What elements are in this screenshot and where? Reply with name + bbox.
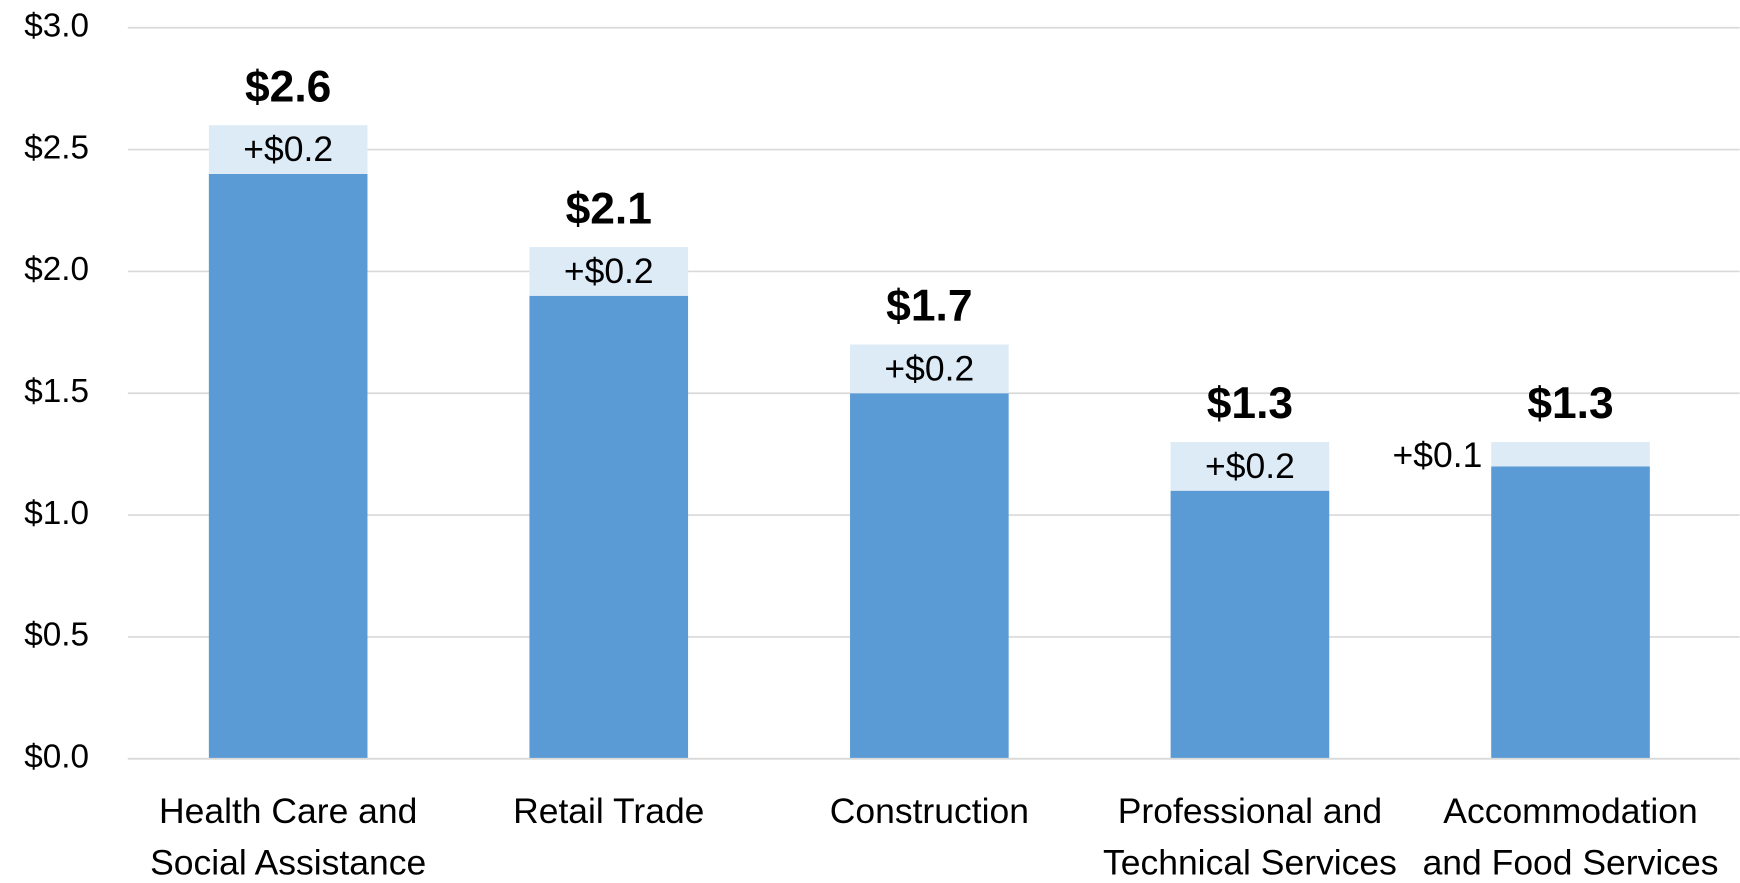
y-tick-label: $1.5 [24, 373, 89, 410]
bar-segment [1491, 466, 1650, 759]
x-tick-label: Retail Trade [513, 792, 704, 832]
y-tick-label: $1.0 [24, 495, 89, 532]
x-tick-label: Health Care and Social Assistance [150, 792, 426, 883]
bar-segment [529, 295, 689, 759]
segment-label: +$0.2 [564, 251, 654, 291]
x-tick-label: Professional and Technical Services [1103, 792, 1397, 883]
total-label: $2.1 [566, 184, 652, 233]
x-tick-label-line: Accommodation [1443, 792, 1697, 832]
total-label: $1.3 [1207, 379, 1293, 428]
y-tick-label: $0.0 [24, 739, 89, 776]
bar-segment [529, 247, 689, 296]
x-tick-label-line: Construction [830, 792, 1029, 832]
bar-segment [850, 393, 1009, 759]
bar-segment [850, 344, 1009, 394]
y-tick-label: $3.0 [24, 8, 89, 45]
segment-label: +$0.1 [1393, 435, 1483, 475]
x-tick-label-line: Professional and [1118, 792, 1382, 832]
x-tick-label-line: Retail Trade [513, 792, 704, 832]
bar-segment [208, 125, 368, 174]
y-tick-label: $2.0 [24, 251, 89, 288]
segment-label: +$0.2 [243, 129, 333, 169]
x-tick-label-line: Health Care and [159, 792, 417, 832]
x-tick-label: Accommodation and Food Services [1423, 792, 1719, 883]
bar-segment [1491, 441, 1650, 467]
x-tick-label-line: Social Assistance [150, 843, 426, 883]
x-tick-label-line: and Food Services [1423, 843, 1719, 883]
bar-segment [208, 173, 368, 759]
segment-label: +$0.2 [884, 348, 974, 388]
bar-segment [1170, 441, 1330, 491]
y-tick-label: $0.5 [24, 617, 89, 654]
total-label: $1.3 [1527, 379, 1613, 428]
total-label: $2.6 [245, 62, 331, 111]
x-tick-label-line: Technical Services [1103, 843, 1397, 883]
segment-label: +$0.2 [1205, 446, 1295, 486]
bar-segment [1170, 490, 1330, 759]
x-tick-label: Construction [830, 792, 1029, 832]
y-tick-label: $2.5 [24, 129, 89, 166]
total-label: $1.7 [886, 282, 972, 331]
